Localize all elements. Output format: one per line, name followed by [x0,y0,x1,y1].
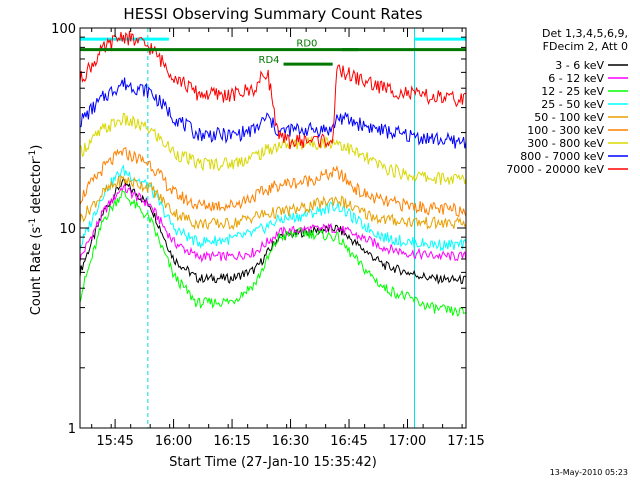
x-tick-label-2: 16:15 [213,434,250,449]
legend-label-0: 3 - 6 keV [555,59,604,72]
x-tick-label-3: 16:30 [272,434,309,449]
series-line-8 [79,30,467,150]
series-line-7 [79,77,467,149]
x-tick-label-4: 16:45 [330,434,367,449]
y-axis-label-sup1: -1 [28,218,38,227]
series-line-0 [79,177,467,285]
series-line-6 [79,112,467,185]
series-line-4 [79,174,467,231]
axes: 1 10 100 15:45 16:00 16:15 16:30 16:45 17:00 17:1… [51,22,485,449]
x-axis-label: Start Time (27-Jan-10 15:35:42) [169,455,377,470]
x-tick-label-1: 16:00 [155,434,192,449]
x-tick-label-0: 15:45 [96,434,133,449]
legend-label-5: 100 - 300 keV [527,124,604,137]
chart-title: HESSI Observing Summary Count Rates [123,5,422,23]
legend-header-line1: Det 1,3,4,5,6,9, [542,27,628,40]
legend: Det 1,3,4,5,6,9, FDecim 2, Att 0 3 - 6 k… [506,27,628,176]
x-tick-label-5: 17:00 [389,434,426,449]
legend-label-6: 300 - 800 keV [527,137,604,150]
legend-label-7: 800 - 7000 keV [520,150,604,163]
y-tick-label-0: 1 [68,422,76,437]
legend-header-line2: FDecim 2, Att 0 [543,40,628,53]
series-line-3 [79,164,467,252]
y-tick-label-2: 100 [51,22,76,37]
plot-area: RD4 RD0 [79,28,467,428]
y-axis-label-tail: detector [29,158,44,218]
series-line-5 [79,146,467,218]
y-tick-label-1: 10 [59,222,76,237]
legend-label-1: 6 - 12 keV [548,72,604,85]
legend-label-3: 25 - 50 keV [541,98,604,111]
y-axis-label-sup2: -1 [28,150,38,159]
legend-label-2: 12 - 25 keV [541,85,604,98]
attenuator-label-rd4: RD4 [259,55,280,66]
legend-label-4: 50 - 100 keV [534,111,604,124]
y-axis-label-close: ) [29,145,44,150]
y-axis-label-main: Count Rate (s [29,227,44,316]
series-line-1 [79,182,467,263]
attenuator-label-rd0: RD0 [296,39,317,50]
series-line-2 [79,189,467,317]
y-axis-label: Count Rate (s-1 detector-1) [28,145,44,316]
x-tick-label-6: 17:15 [447,434,484,449]
footer-timestamp: 13-May-2010 05:23 [550,468,628,477]
legend-label-8: 7000 - 20000 keV [506,163,604,176]
